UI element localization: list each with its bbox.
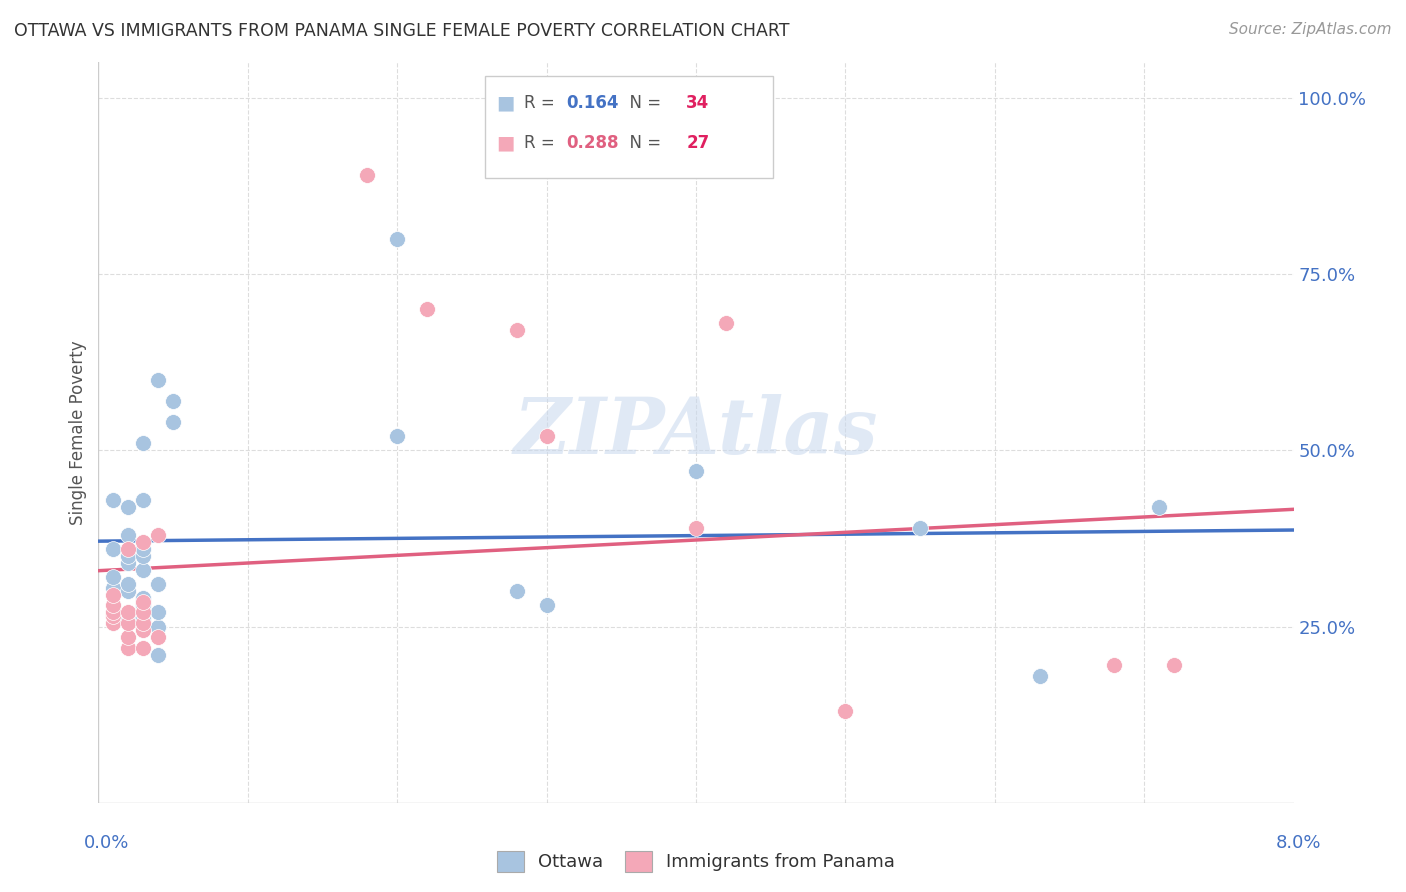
Point: [132, 615, 155, 630]
Text: OTTAWA VS IMMIGRANTS FROM PANAMA SINGLE FEMALE POVERTY CORRELATION CHART: OTTAWA VS IMMIGRANTS FROM PANAMA SINGLE …: [14, 22, 790, 40]
Point: [103, 541, 125, 556]
Point: [132, 623, 155, 637]
Point: [132, 563, 155, 577]
Point: [385, 429, 409, 443]
Text: N =: N =: [619, 134, 666, 152]
Point: [117, 612, 139, 626]
Point: [117, 606, 139, 620]
Point: [103, 609, 125, 624]
Point: [132, 535, 155, 549]
Point: [416, 302, 439, 317]
Text: Source: ZipAtlas.com: Source: ZipAtlas.com: [1229, 22, 1392, 37]
Point: [132, 595, 155, 609]
Point: [834, 704, 856, 718]
Text: 0.288: 0.288: [567, 134, 619, 152]
Point: [132, 541, 155, 556]
Point: [148, 577, 170, 591]
Point: [685, 521, 707, 535]
Text: ■: ■: [496, 133, 515, 153]
Point: [117, 556, 139, 570]
Point: [356, 168, 378, 182]
Point: [506, 323, 529, 337]
Text: 0.0%: 0.0%: [84, 834, 129, 852]
Point: [117, 577, 139, 591]
Point: [714, 316, 737, 330]
Point: [117, 541, 139, 556]
Text: 0.164: 0.164: [567, 94, 619, 112]
Point: [117, 615, 139, 630]
Point: [132, 492, 155, 507]
Point: [103, 599, 125, 613]
Point: [162, 415, 184, 429]
Point: [685, 464, 707, 478]
Point: [148, 528, 170, 542]
Point: [103, 606, 125, 620]
Legend: Ottawa, Immigrants from Panama: Ottawa, Immigrants from Panama: [489, 844, 903, 879]
Point: [1104, 658, 1126, 673]
Text: R =: R =: [524, 134, 561, 152]
Point: [1147, 500, 1170, 514]
Point: [103, 615, 125, 630]
Point: [117, 549, 139, 563]
Point: [132, 599, 155, 613]
Point: [148, 619, 170, 633]
Point: [117, 640, 139, 655]
Text: ■: ■: [496, 93, 515, 112]
Point: [162, 393, 184, 408]
Point: [103, 570, 125, 584]
Point: [536, 599, 558, 613]
Y-axis label: Single Female Poverty: Single Female Poverty: [69, 341, 87, 524]
Point: [148, 373, 170, 387]
Point: [132, 591, 155, 606]
Point: [132, 612, 155, 626]
Point: [117, 500, 139, 514]
Text: 27: 27: [686, 134, 710, 152]
Point: [385, 232, 409, 246]
Text: 8.0%: 8.0%: [1277, 834, 1322, 852]
Point: [117, 630, 139, 644]
Text: N =: N =: [619, 94, 666, 112]
Text: 34: 34: [686, 94, 710, 112]
Point: [117, 528, 139, 542]
Point: [148, 648, 170, 662]
Point: [536, 429, 558, 443]
Point: [1163, 658, 1185, 673]
Point: [148, 606, 170, 620]
Point: [132, 640, 155, 655]
Point: [103, 581, 125, 595]
Text: R =: R =: [524, 94, 561, 112]
Point: [506, 584, 529, 599]
Point: [132, 606, 155, 620]
Point: [103, 588, 125, 602]
Point: [132, 436, 155, 450]
Point: [1028, 669, 1050, 683]
Text: ZIPAtlas: ZIPAtlas: [513, 394, 879, 471]
Point: [908, 521, 931, 535]
Point: [103, 492, 125, 507]
Point: [132, 549, 155, 563]
Point: [148, 630, 170, 644]
Point: [117, 584, 139, 599]
